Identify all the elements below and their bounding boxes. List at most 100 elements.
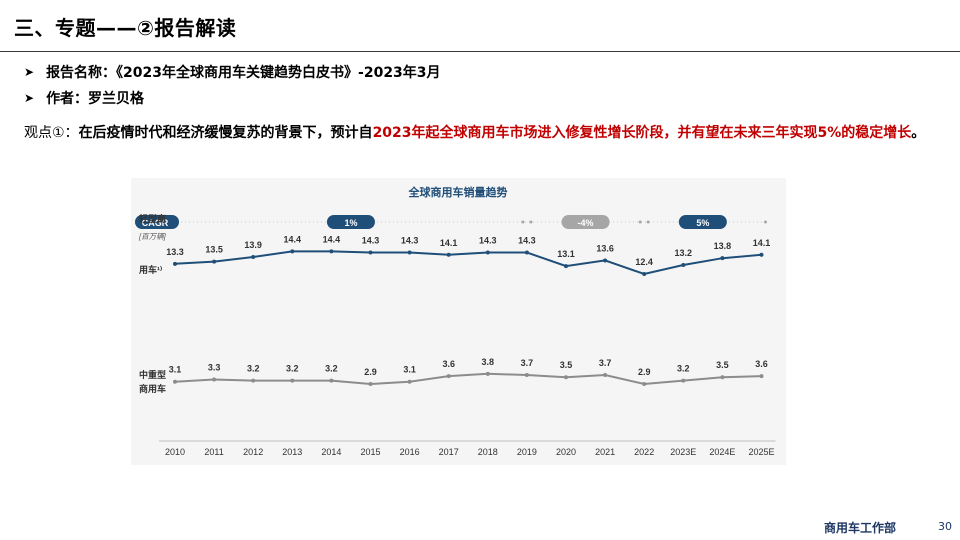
data-point — [251, 255, 256, 260]
data-label: 3.5 — [560, 360, 573, 370]
data-point — [564, 375, 568, 380]
data-point — [564, 264, 568, 269]
series-line — [174, 250, 762, 276]
viewpoint-prefix: 观点①： — [24, 125, 79, 141]
page-title: 三、专题——②报告解读 — [14, 16, 237, 40]
x-tick-label: 2014 — [321, 447, 341, 457]
x-tick-label: 2019 — [517, 447, 537, 457]
cagr-pill — [326, 215, 375, 229]
sales-trend-chart: 全球商用车销量趋势 CAGR [百万辆] 1% -4% 5% 13.3 13.5 13.9 14.… — [131, 178, 786, 465]
data-label: 13.5 — [205, 245, 223, 255]
data-point — [642, 382, 647, 386]
data-point — [681, 378, 686, 383]
data-label: 14.1 — [440, 238, 458, 248]
data-point — [720, 375, 725, 380]
footer-department: 商用车工作部 — [824, 521, 897, 535]
arrow-right-icon: ➤ — [24, 65, 35, 79]
chart-title: 全球商用车销量趋势 — [408, 185, 508, 199]
x-tick-label: 2013 — [282, 447, 302, 457]
x-tick-label: 2022 — [634, 447, 654, 457]
data-point — [759, 374, 764, 379]
report-name-text: 报告名称：《2023年全球商用车关键趋势白皮书》-2023年3月 — [46, 65, 441, 81]
author-text: 作者：罗兰贝格 — [46, 91, 145, 107]
data-label: 14.1 — [753, 238, 771, 248]
viewpoint-paragraph: 观点①：在后疫情时代和经济缓慢复苏的背景下，预计自2023年起全球商用车市场进入… — [24, 120, 934, 146]
data-point — [251, 378, 256, 383]
data-point — [603, 372, 608, 377]
data-label: 13.1 — [557, 249, 575, 259]
cagr-label-pill — [135, 215, 179, 229]
data-point — [212, 259, 217, 264]
viewpoint-end-text: 。 — [911, 125, 926, 141]
data-point — [759, 252, 764, 257]
data-label: 14.3 — [401, 236, 419, 246]
page-number: 30 — [938, 520, 952, 533]
x-tick-label: 2015 — [360, 447, 380, 457]
cagr-separator-dot — [638, 220, 642, 224]
cagr-separator-dot — [764, 220, 767, 224]
data-point — [407, 250, 412, 255]
cagr-separator-dot — [529, 220, 533, 224]
data-point — [368, 250, 373, 255]
cagr-label: CAGR — [142, 218, 169, 228]
x-tick-label: 2024E — [709, 447, 735, 457]
data-point — [173, 261, 177, 266]
cagr-value: 1% — [344, 218, 357, 228]
x-tick-label: 2025E — [748, 447, 774, 457]
data-point — [212, 377, 217, 382]
data-point — [485, 250, 490, 255]
x-tick-label: 2016 — [400, 447, 420, 457]
data-label: 3.7 — [599, 358, 612, 368]
cagr-separator-dot — [646, 220, 650, 224]
data-label: 13.3 — [166, 247, 184, 257]
data-point — [290, 249, 295, 254]
data-point — [407, 379, 412, 384]
data-label: 3.2 — [325, 364, 338, 374]
data-point — [290, 378, 295, 383]
data-label: 3.6 — [442, 359, 455, 369]
x-tick-label: 2023E — [670, 447, 696, 457]
data-point — [681, 262, 686, 267]
data-point — [720, 256, 725, 261]
x-tick-label: 2021 — [595, 447, 615, 457]
x-tick-label: 2020 — [556, 447, 576, 457]
series-name-line2: 用车¹⁾ — [138, 264, 162, 275]
data-label: 3.2 — [247, 364, 260, 374]
cagr-value: -4% — [578, 218, 594, 228]
data-point — [173, 379, 177, 384]
data-label: 14.4 — [323, 234, 341, 244]
cagr-separator-dot — [521, 220, 525, 224]
x-tick-label: 2010 — [165, 447, 185, 457]
chart-canvas: 全球商用车销量趋势 CAGR [百万辆] 1% -4% 5% 13.3 13.5 13.9 14.… — [135, 185, 776, 457]
data-label: 3.3 — [208, 362, 221, 372]
data-label: 13.6 — [596, 243, 614, 253]
x-tick-label: 2012 — [243, 447, 263, 457]
arrow-right-icon: ➤ — [24, 91, 35, 105]
series-line — [174, 372, 762, 386]
data-label: 2.9 — [364, 367, 377, 377]
data-label: 14.3 — [518, 236, 536, 246]
author-bullet: ➤ 作者：罗兰贝格 — [24, 88, 144, 108]
report-name-bullet: ➤ 报告名称：《2023年全球商用车关键趋势白皮书》-2023年3月 — [24, 62, 441, 82]
data-label: 14.3 — [479, 236, 497, 246]
cagr-pill — [561, 215, 610, 229]
data-label: 3.7 — [521, 358, 534, 368]
data-label: 3.2 — [286, 364, 299, 374]
series-name-line1: 轻型商 — [139, 213, 166, 224]
data-point — [329, 378, 334, 383]
data-label: 13.8 — [714, 241, 732, 251]
data-label: 14.3 — [362, 236, 380, 246]
cagr-pill — [678, 215, 727, 229]
data-label: 3.1 — [169, 365, 182, 375]
data-label: 13.9 — [244, 240, 262, 250]
data-point — [642, 272, 647, 276]
cagr-value: 5% — [696, 218, 709, 228]
x-tick-label: 2017 — [439, 447, 459, 457]
data-point — [329, 249, 334, 254]
data-label: 3.6 — [755, 359, 768, 369]
data-label: 13.2 — [675, 248, 693, 258]
viewpoint-plain-text: 在后疫情时代和经济缓慢复苏的背景下，预计自 — [78, 125, 373, 141]
data-point — [446, 374, 451, 379]
x-tick-label: 2018 — [478, 447, 498, 457]
x-tick-label: 2011 — [204, 447, 223, 457]
